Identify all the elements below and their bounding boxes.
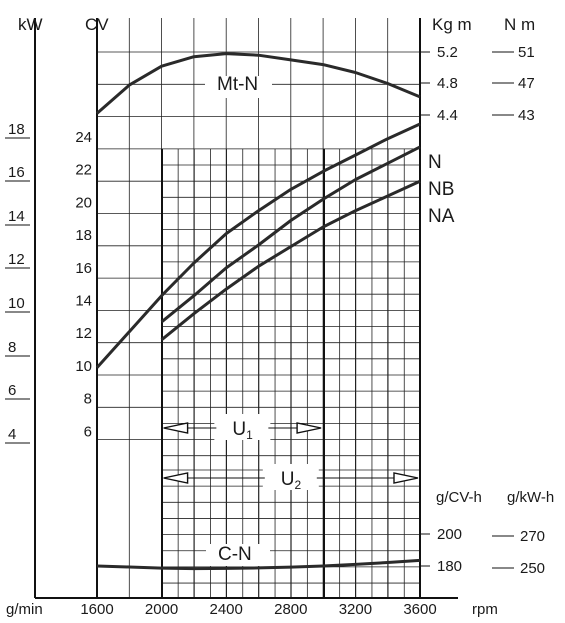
x-tick-label: 2400 — [210, 601, 243, 618]
arrow-right — [393, 472, 419, 484]
cv-tick-label: 24 — [75, 129, 92, 146]
x-tick-label: 2800 — [274, 601, 307, 618]
cv-tick-label: 16 — [75, 260, 92, 277]
kw-tick-label: 6 — [8, 382, 16, 399]
consumption-gcvh-tick-label: 180 — [437, 558, 462, 575]
cv-tick-label: 6 — [84, 423, 92, 440]
unit-cv: CV — [85, 15, 109, 34]
torque-nm-tick-label: 47 — [518, 75, 535, 92]
grid — [96, 18, 421, 598]
kw-tick-label: 8 — [8, 339, 16, 356]
cv-tick-label: 8 — [84, 391, 92, 408]
consumption-gkwh-tick-label: 250 — [520, 560, 545, 577]
curve-label-na: NA — [428, 206, 455, 227]
curves: Mt-N N NB NA C-N — [95, 52, 455, 571]
curve-n — [95, 122, 421, 369]
unit-kw: kW — [18, 15, 43, 34]
curve-c-n — [96, 558, 421, 571]
x-tick-label: 3200 — [339, 601, 372, 618]
chart-frame — [34, 18, 458, 599]
speed-range-u1: U1 — [163, 414, 322, 442]
range-label-background — [262, 464, 319, 490]
x-tick-label: 3600 — [403, 601, 436, 618]
speed-range-u2: U2 — [163, 464, 419, 492]
kw-tick-label: 10 — [8, 295, 25, 312]
cv-tick-label: 12 — [75, 325, 92, 342]
unit-gcvh: g/CV-h — [436, 489, 482, 506]
kw-tick-label: 16 — [8, 164, 25, 181]
cv-tick-label: 22 — [75, 162, 92, 179]
arrow-left — [163, 422, 189, 434]
consumption-gcvh-tick-label: 200 — [437, 526, 462, 543]
curve-label-mt-n: Mt-N — [217, 74, 258, 95]
unit-gmin: g/min — [6, 601, 43, 618]
torque-kgm-tick-label: 4.4 — [437, 107, 458, 124]
unit-nm: N m — [504, 15, 535, 34]
label-background — [205, 76, 272, 98]
cv-tick-label: 14 — [75, 293, 92, 310]
torque-nm-tick-label: 43 — [518, 107, 535, 124]
arrow-left — [163, 472, 189, 484]
kw-tick-label: 4 — [8, 426, 16, 443]
curve-mt-n — [96, 52, 421, 115]
unit-rpm: rpm — [472, 601, 498, 618]
curve-label-n: N — [428, 152, 442, 173]
kw-tick-label: 18 — [8, 121, 25, 138]
curve-na — [160, 179, 421, 341]
kw-tick-label: 12 — [8, 251, 25, 268]
x-tick-label: 2000 — [145, 601, 178, 618]
unit-kgm: Kg m — [432, 15, 472, 34]
labels: kW CV Kg m N m g/min rpm g/CV-h g/kW-h 1600 2000 2… — [5, 15, 554, 618]
torque-kgm-tick-label: 5.2 — [437, 44, 458, 61]
kw-tick-label: 14 — [8, 208, 25, 225]
curve-label-c-n: C-N — [218, 544, 252, 565]
consumption-gkwh-tick-label: 270 — [520, 528, 545, 545]
cv-tick-label: 18 — [75, 227, 92, 244]
unit-gkwh: g/kW-h — [507, 489, 554, 506]
torque-nm-tick-label: 51 — [518, 44, 535, 61]
speed-ranges: U1 U2 — [163, 414, 419, 492]
curve-label-nb: NB — [428, 179, 454, 200]
range-label-background — [214, 414, 271, 440]
cv-tick-label: 20 — [75, 194, 92, 211]
torque-kgm-tick-label: 4.8 — [437, 75, 458, 92]
arrow-right — [296, 422, 322, 434]
label-background — [206, 544, 270, 566]
cv-tick-label: 10 — [75, 358, 92, 375]
curve-nb — [160, 145, 421, 324]
x-tick-label: 1600 — [80, 601, 113, 618]
